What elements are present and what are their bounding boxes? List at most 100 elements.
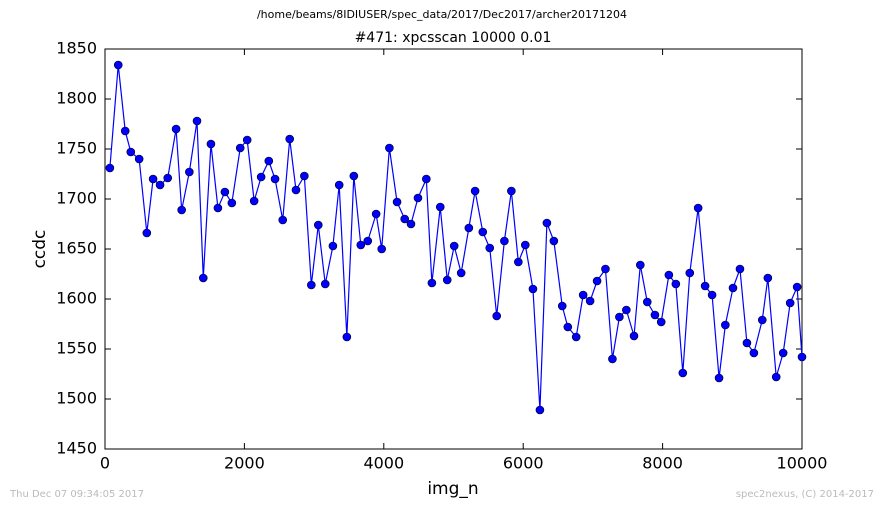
data-point	[213, 203, 223, 213]
y-tick-label: 1700	[56, 189, 97, 208]
data-point	[700, 281, 710, 291]
y-axis-label: ccdc	[30, 230, 50, 269]
data-point	[785, 298, 795, 308]
data-point	[635, 260, 645, 270]
data-point	[615, 312, 624, 322]
y-tick-label: 1550	[56, 339, 97, 358]
data-point	[334, 180, 344, 190]
data-point	[456, 268, 466, 278]
data-point	[749, 348, 759, 358]
data-point	[235, 143, 245, 153]
data-point	[507, 186, 516, 196]
x-tick-label: 2000	[224, 454, 265, 473]
data-point	[542, 218, 552, 228]
data-point	[270, 174, 280, 184]
data-point	[148, 174, 158, 184]
data-point	[356, 240, 366, 250]
data-point	[377, 244, 387, 254]
data-point	[678, 368, 688, 378]
data-line	[109, 64, 803, 411]
data-point	[693, 203, 703, 213]
data-point	[664, 270, 674, 280]
data-point	[721, 320, 730, 330]
data-point	[571, 332, 581, 342]
data-point	[313, 220, 323, 230]
data-point	[406, 219, 416, 229]
x-axis-label: img_n	[427, 479, 478, 499]
x-tick-label: 10000	[777, 454, 828, 473]
x-tick-label: 4000	[363, 454, 404, 473]
data-point	[714, 373, 724, 383]
y-tick-label: 1600	[56, 289, 97, 308]
data-point	[177, 205, 186, 215]
chart-subtitle: /home/beams/8IDIUSER/spec_data/2017/Dec2…	[257, 8, 627, 21]
x-tick-label: 8000	[642, 454, 683, 473]
data-point	[163, 173, 173, 183]
data-point	[185, 167, 194, 177]
data-point	[105, 163, 115, 173]
y-tick-label: 1500	[56, 389, 97, 408]
data-point	[592, 276, 602, 286]
data-point	[563, 322, 573, 332]
data-point	[155, 180, 165, 190]
data-point	[778, 348, 788, 358]
data-point	[198, 273, 208, 283]
data-point	[500, 236, 509, 246]
data-point	[363, 236, 373, 246]
data-point	[757, 315, 767, 325]
data-point	[549, 236, 559, 246]
data-point	[442, 275, 452, 285]
data-point	[249, 196, 259, 206]
data-point	[427, 278, 437, 288]
data-point	[797, 352, 807, 362]
data-point	[320, 279, 330, 289]
timestamp: Thu Dec 07 09:34:05 2017	[9, 489, 144, 500]
data-point	[656, 317, 666, 327]
data-point	[256, 172, 266, 182]
data-point	[728, 283, 738, 293]
data-point	[707, 290, 717, 300]
data-point	[264, 156, 274, 166]
data-point	[464, 223, 474, 233]
data-point	[328, 241, 338, 251]
data-point	[242, 135, 252, 145]
data-point	[371, 209, 381, 219]
data-point	[478, 227, 488, 237]
y-tick-label: 1450	[56, 439, 97, 458]
data-point	[142, 228, 152, 238]
y-tick-label: 1800	[56, 89, 97, 108]
data-point	[449, 241, 459, 251]
data-point	[385, 143, 394, 153]
data-point	[601, 264, 610, 274]
data-point	[585, 296, 595, 306]
data-point	[278, 215, 288, 225]
data-point	[400, 214, 410, 224]
data-point	[771, 372, 781, 382]
data-point	[650, 310, 660, 320]
data-point	[763, 273, 773, 283]
data-point	[422, 174, 431, 184]
data-point	[608, 354, 617, 364]
data-point	[342, 332, 352, 342]
y-tick-label: 1750	[56, 139, 97, 158]
data-point	[126, 147, 136, 157]
data-point	[307, 280, 316, 290]
data-point	[528, 284, 538, 294]
data-point	[642, 297, 652, 307]
y-tick-label: 1850	[56, 39, 97, 58]
x-tick-label: 0	[100, 454, 110, 473]
credit: spec2nexus, (C) 2014-2017	[736, 489, 874, 500]
data-point	[535, 405, 545, 415]
data-point	[742, 338, 752, 348]
data-point	[470, 186, 480, 196]
x-tick-label: 6000	[503, 454, 544, 473]
data-point	[392, 197, 402, 207]
data-point	[685, 268, 695, 278]
data-point	[349, 171, 359, 181]
data-point	[578, 290, 588, 300]
data-point	[557, 301, 567, 311]
data-point	[735, 264, 745, 274]
data-point	[629, 331, 639, 341]
data-point	[227, 198, 237, 208]
chart-title: #471: xpcsscan 10000 0.01	[355, 30, 552, 46]
